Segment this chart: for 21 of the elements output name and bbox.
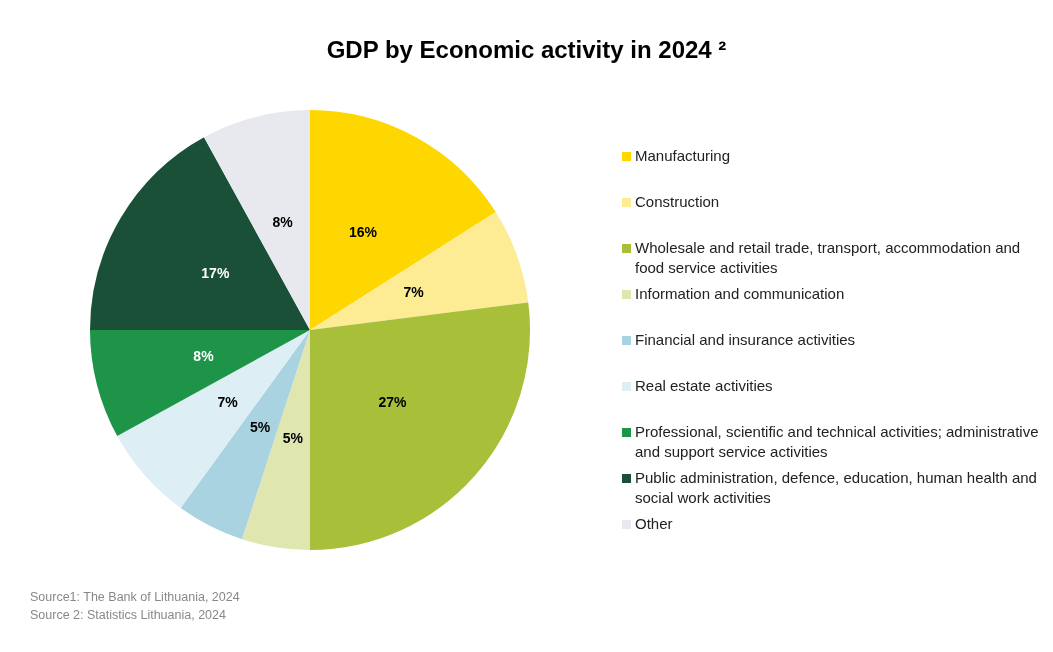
data-label: 17% <box>201 264 230 281</box>
legend-label: Financial and insurance activities <box>635 330 856 350</box>
chart-title: GDP by Economic activity in 2024 ² <box>325 36 728 64</box>
data-label: 8% <box>272 214 294 231</box>
data-label: 27% <box>378 393 408 410</box>
legend-label: Professional, scientific and technical activities; administrative and support service activities <box>635 422 1040 462</box>
data-label: 16% <box>348 224 378 241</box>
legend-label: Public administration, defence, education, human health and social work activities <box>635 468 1038 508</box>
legend-label: Construction <box>635 192 720 212</box>
legend-label: Manufacturing <box>635 146 731 166</box>
data-label: 7% <box>403 283 425 300</box>
data-label: 5% <box>282 429 304 446</box>
legend-label: Wholesale and retail trade, transport, accommodation and food service activities <box>635 238 1022 278</box>
text: Source1: The Bank of Lithuania, 2024 <box>30 589 240 606</box>
data-label: 5% <box>249 418 271 435</box>
data-label: 7% <box>217 393 239 410</box>
source-note: Source 2: Statistics Lithuania, 2024 <box>30 607 227 624</box>
data-label: 8% <box>193 348 215 365</box>
legend-label: Real estate activities <box>635 376 773 396</box>
legend-label: Other <box>635 514 673 534</box>
legend-label: Information and communication <box>635 284 845 304</box>
